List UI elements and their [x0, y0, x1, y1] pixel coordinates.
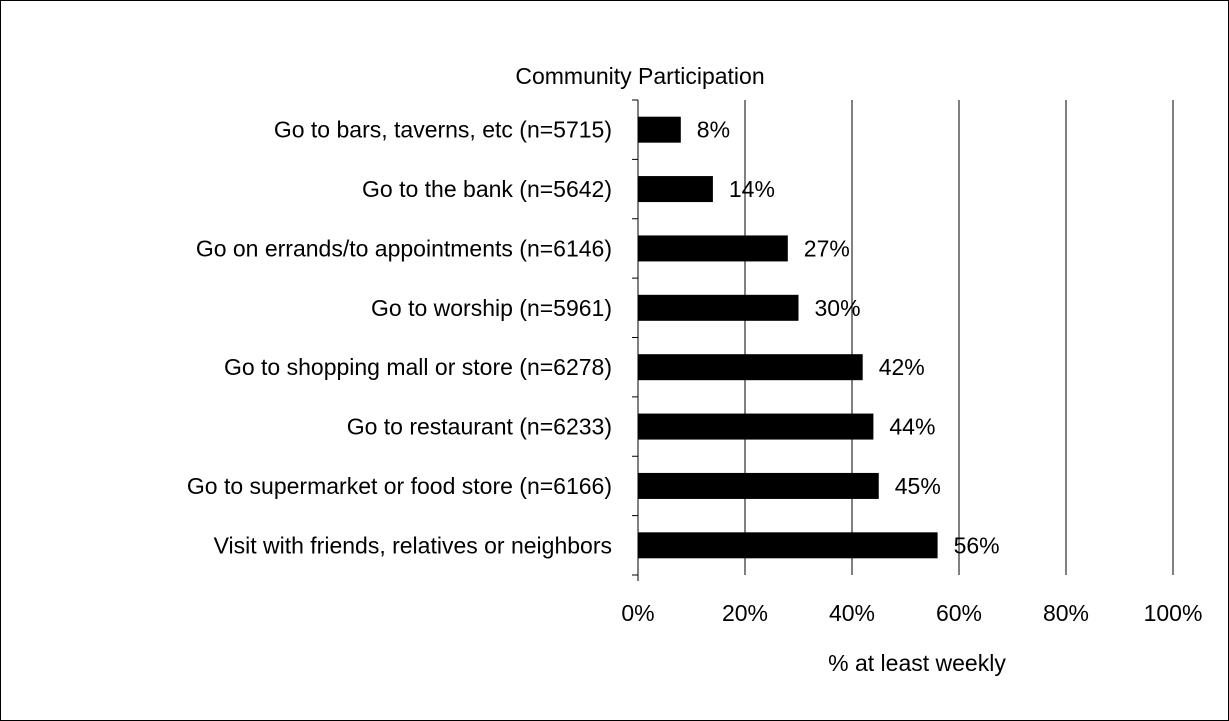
bar-7	[638, 532, 938, 559]
bar-6	[638, 472, 879, 499]
category-label: Go on errands/to appointments (n=6146)	[196, 235, 612, 261]
x-tick-label: 40%	[829, 600, 875, 626]
category-label: Go to supermarket or food store (n=6166)	[187, 473, 612, 499]
data-label: 45%	[895, 473, 941, 499]
category-label: Go to shopping mall or store (n=6278)	[224, 354, 612, 380]
data-label: 42%	[879, 354, 925, 380]
bar-2	[638, 235, 788, 262]
bar-5	[638, 413, 874, 440]
category-label: Go to bars, taverns, etc (n=5715)	[274, 117, 612, 143]
data-label: 56%	[954, 532, 1000, 558]
x-tick-label: 100%	[1144, 600, 1203, 626]
x-tick-label: 0%	[621, 600, 654, 626]
bar-0	[638, 116, 681, 143]
chart-title: Community Participation	[515, 63, 764, 89]
data-label: 44%	[889, 414, 935, 440]
data-label: 27%	[804, 235, 850, 261]
category-label: Go to restaurant (n=6233)	[347, 414, 612, 440]
x-tick-labels: 0% 20% 40% 60% 80% 100%	[621, 99, 1203, 626]
data-label: 8%	[697, 117, 730, 143]
category-label: Go to the bank (n=5642)	[362, 176, 612, 202]
bars	[638, 116, 938, 559]
bar-4	[638, 354, 863, 381]
category-label: Visit with friends, relatives or neighbo…	[214, 532, 612, 558]
data-labels: 8% 14% 27% 30% 42% 44% 45% 56%	[697, 117, 1000, 559]
category-labels: Go to bars, taverns, etc (n=5715) Go to t…	[187, 117, 612, 559]
category-label: Go to worship (n=5961)	[371, 295, 612, 321]
x-tick-label: 20%	[722, 600, 768, 626]
x-tick-label: 80%	[1043, 600, 1089, 626]
x-tick-label: 60%	[936, 600, 982, 626]
x-axis-title: % at least weekly	[828, 650, 1006, 676]
data-label: 30%	[815, 295, 861, 321]
bar-1	[638, 176, 713, 203]
data-label: 14%	[729, 176, 775, 202]
bar-3	[638, 294, 799, 321]
